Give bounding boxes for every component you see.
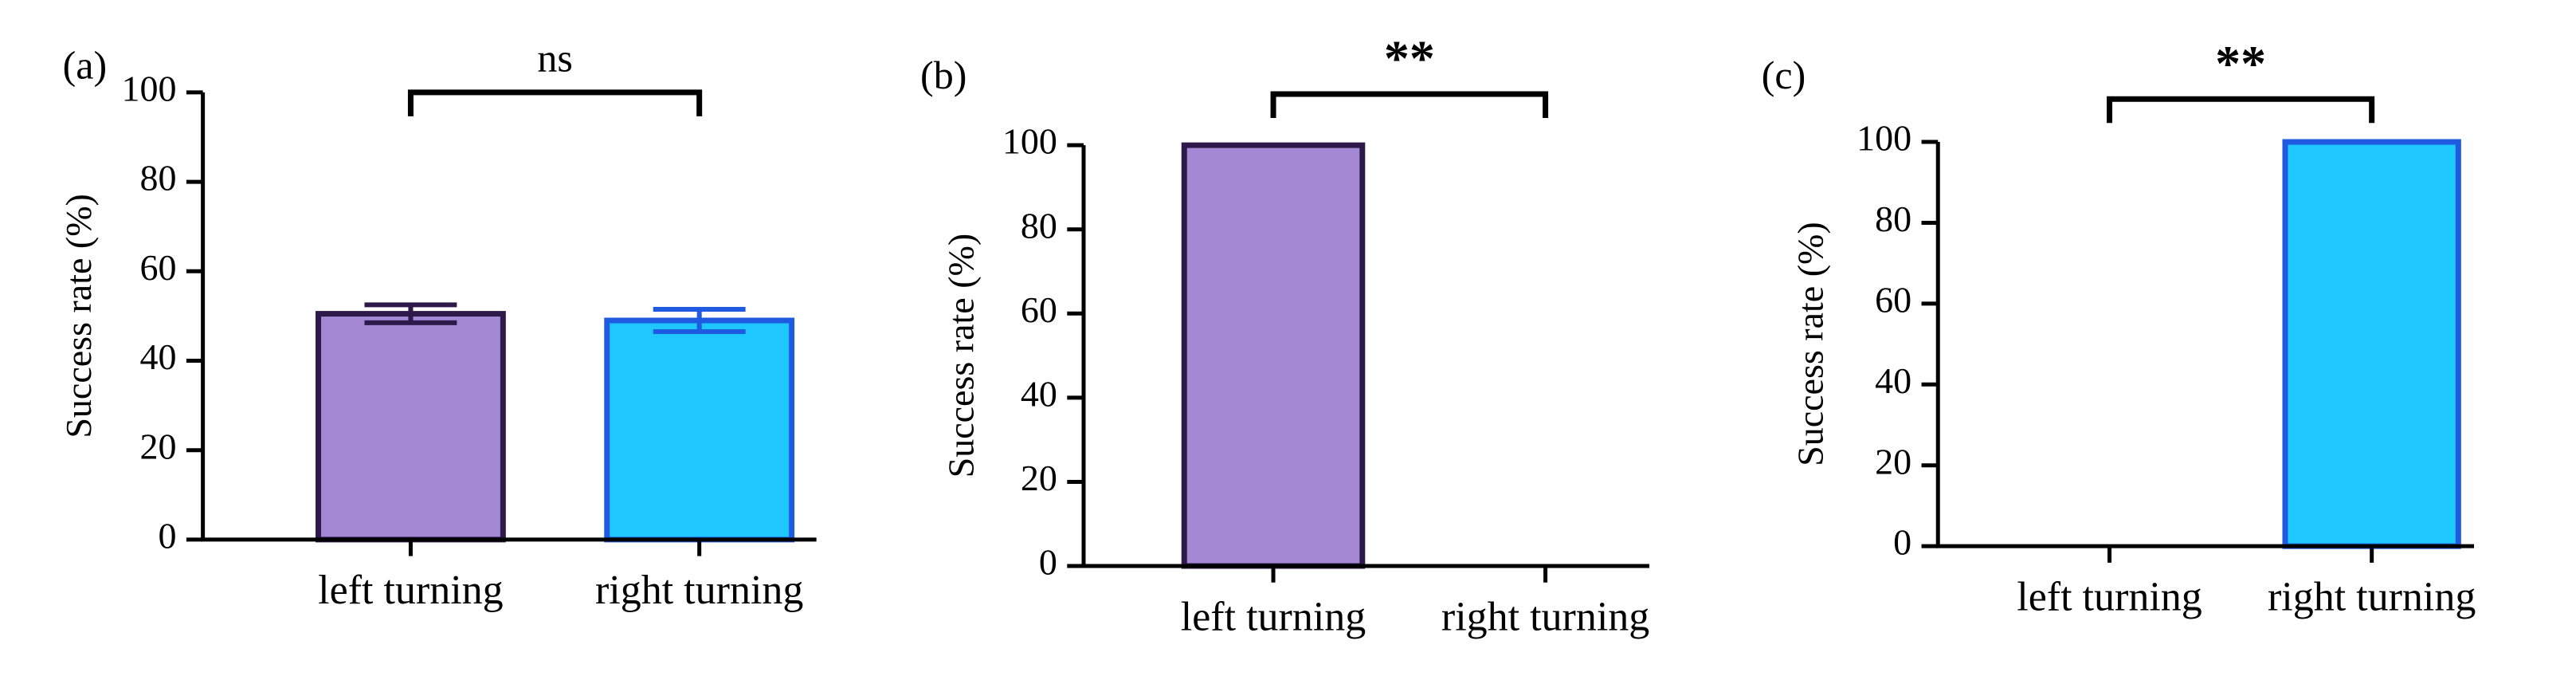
y-tick-label: 60 xyxy=(1875,279,1911,320)
axes xyxy=(201,92,817,542)
x-tick-label: right turning xyxy=(2268,574,2476,619)
panel-label: (a) xyxy=(63,42,108,87)
bar xyxy=(316,311,506,543)
significance-label: ** xyxy=(2215,35,2266,92)
y-tick-label: 80 xyxy=(139,158,176,198)
error-bar xyxy=(653,306,746,335)
y-tick-label: 40 xyxy=(1875,360,1911,401)
y-tick-label: 40 xyxy=(1021,373,1057,414)
x-tick-label: right turning xyxy=(595,568,803,613)
panel-label: (c) xyxy=(1762,53,1806,97)
y-tick-label: 80 xyxy=(1875,198,1911,239)
bar xyxy=(604,317,795,543)
x-tick-label: right turning xyxy=(1441,594,1649,639)
x-tick-label: left turning xyxy=(1181,594,1366,639)
significance-bracket xyxy=(2107,96,2375,124)
axes xyxy=(1935,142,2474,548)
bar xyxy=(2282,139,2461,549)
x-tick-label: left turning xyxy=(318,568,504,613)
y-tick-label: 100 xyxy=(1857,118,1911,159)
y-axis-label: Success rate (%) xyxy=(941,234,982,478)
y-tick-label: 80 xyxy=(1021,205,1057,246)
y-axis-label: Success rate (%) xyxy=(58,194,99,438)
significance-bracket xyxy=(407,89,703,116)
y-tick-label: 0 xyxy=(1893,522,1911,563)
y-tick-label: 0 xyxy=(1039,542,1057,583)
y-axis-label: Success rate (%) xyxy=(1790,222,1831,466)
y-tick-label: 20 xyxy=(139,426,176,466)
significance-bracket xyxy=(1270,91,1549,118)
panel-label: (b) xyxy=(920,53,966,97)
bar xyxy=(1181,142,1366,569)
y-tick-label: 20 xyxy=(1875,441,1911,481)
error-bar xyxy=(364,302,457,325)
y-tick-label: 0 xyxy=(158,515,176,556)
x-tick-label: left turning xyxy=(2017,574,2202,619)
significance-label: ns xyxy=(537,35,572,80)
y-tick-label: 20 xyxy=(1021,458,1057,498)
y-tick-label: 40 xyxy=(139,336,176,377)
y-tick-label: 100 xyxy=(121,68,176,108)
axes xyxy=(1081,145,1649,568)
significance-label: ** xyxy=(1384,30,1435,87)
y-tick-label: 60 xyxy=(1021,289,1057,330)
y-tick-label: 60 xyxy=(139,247,176,288)
y-tick-label: 100 xyxy=(1002,121,1057,162)
